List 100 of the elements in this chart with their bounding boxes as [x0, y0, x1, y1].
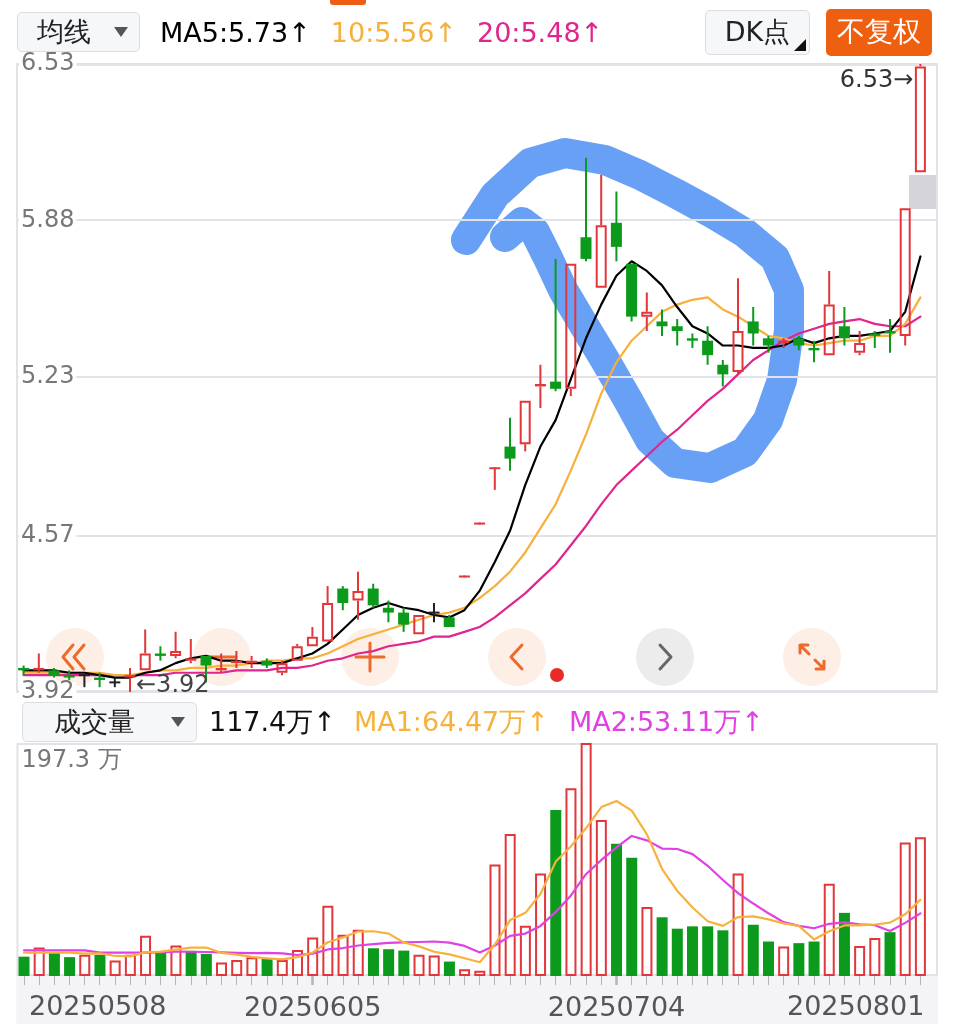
- candlestick: [550, 257, 562, 393]
- bar: [717, 930, 729, 976]
- candlestick: [595, 173, 607, 288]
- y-tick-label: 5.23: [21, 361, 75, 390]
- bar: [687, 926, 698, 976]
- x-tick-label: 20250605: [243, 991, 382, 1023]
- text: 20250801: [786, 989, 925, 1021]
- y-tick-label: 5.88: [21, 204, 75, 233]
- bar: [140, 935, 152, 976]
- annotation: 6.53→: [839, 65, 914, 94]
- bar: [109, 960, 121, 976]
- candlestick: [413, 615, 425, 635]
- bar: [580, 743, 592, 976]
- candlestick: [838, 306, 850, 347]
- bar: [124, 954, 136, 976]
- candlestick: [352, 570, 364, 621]
- text: 20:5.48↑: [476, 16, 604, 48]
- candlestick: [306, 626, 318, 647]
- text: DK点: [724, 15, 791, 49]
- candlestick: [367, 582, 379, 609]
- bar: [611, 843, 623, 976]
- bar: [899, 842, 911, 976]
- bar: [869, 938, 881, 976]
- annotation: ←3.92: [136, 670, 210, 699]
- candlestick: [382, 599, 394, 624]
- bar: [18, 956, 30, 976]
- candlestick: [747, 306, 759, 347]
- candlestick: [230, 650, 242, 669]
- bar: [322, 905, 334, 976]
- candlestick: [170, 630, 182, 660]
- candlestick: [519, 400, 531, 453]
- bar: [854, 945, 866, 976]
- candlestick: [641, 291, 653, 333]
- candlestick: [337, 585, 349, 612]
- candlestick: [139, 628, 151, 671]
- bar: [671, 928, 683, 976]
- bar: [778, 946, 790, 976]
- candlestick: [504, 416, 516, 472]
- annotation: 197.3 万: [21, 745, 122, 774]
- bar: [155, 951, 167, 976]
- text: 10:5.56↑: [330, 16, 457, 48]
- candlestick: [778, 337, 790, 349]
- bar: [428, 955, 440, 976]
- bar: [48, 952, 60, 976]
- text: MA1:64.47万↑: [353, 705, 549, 739]
- bar: [64, 957, 76, 976]
- bar: [261, 958, 273, 976]
- candlestick: [899, 208, 911, 347]
- bar: [641, 907, 653, 976]
- text: 不复权: [837, 14, 921, 50]
- y-tick-label: 3.92: [21, 676, 75, 705]
- text: 117.4万↑: [209, 705, 336, 739]
- bar: [33, 947, 45, 976]
- bar: [823, 883, 835, 976]
- candlestick: [322, 585, 334, 642]
- bar: [914, 837, 926, 976]
- bar: [276, 959, 288, 976]
- legend-title: 均线: [37, 15, 91, 49]
- candlestick: [124, 666, 136, 693]
- candlestick: [185, 638, 197, 665]
- text: 20250508: [29, 989, 167, 1021]
- bar: [170, 945, 182, 976]
- bar: [94, 954, 106, 976]
- legend-title: 成交量: [54, 705, 135, 739]
- candlestick: [854, 330, 866, 357]
- candlestick: [823, 269, 835, 356]
- bar: [595, 820, 607, 976]
- bar: [231, 959, 243, 976]
- bar: [185, 950, 197, 976]
- x-tick-label: 20250704: [547, 991, 686, 1023]
- bar: [762, 941, 774, 976]
- bar: [291, 949, 303, 976]
- candlestick: [580, 156, 592, 263]
- bar: [884, 932, 896, 976]
- candlestick: [489, 466, 501, 491]
- candlestick: [656, 308, 668, 337]
- candlestick: [702, 325, 714, 366]
- bar: [838, 912, 850, 976]
- bar: [246, 957, 258, 976]
- candlestick: [717, 358, 729, 388]
- bar: [656, 917, 668, 976]
- bar: [504, 834, 516, 976]
- candlestick: [671, 318, 683, 347]
- bar: [79, 954, 91, 976]
- bar: [793, 943, 805, 976]
- bar: [747, 924, 759, 976]
- bar: [626, 857, 638, 976]
- bar: [367, 948, 379, 976]
- bar: [535, 873, 547, 976]
- bar: [307, 937, 319, 976]
- bar: [337, 934, 349, 976]
- candlestick: [398, 606, 410, 633]
- candlestick: [565, 263, 577, 398]
- bar: [459, 969, 471, 976]
- bar: [383, 949, 395, 976]
- bar: [489, 864, 501, 976]
- bar: [519, 925, 531, 976]
- candlestick: [534, 363, 546, 410]
- bar: [565, 788, 577, 976]
- bar: [808, 941, 820, 976]
